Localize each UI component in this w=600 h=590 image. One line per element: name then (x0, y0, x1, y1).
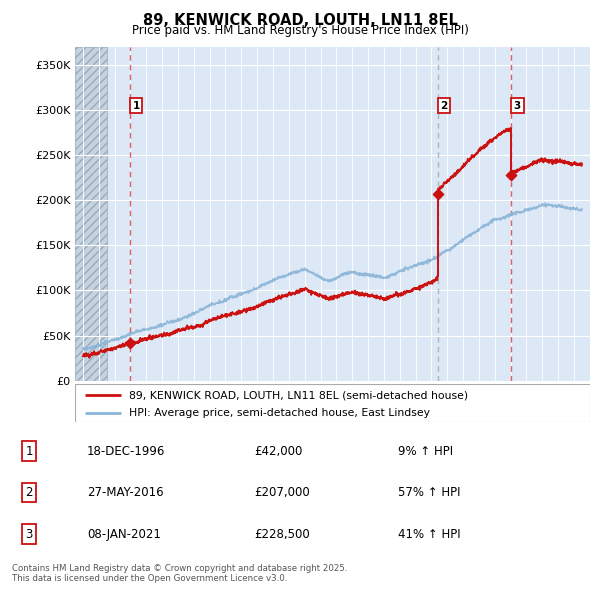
Text: HPI: Average price, semi-detached house, East Lindsey: HPI: Average price, semi-detached house,… (129, 408, 430, 418)
Text: 3: 3 (26, 527, 33, 540)
Text: 27-MAY-2016: 27-MAY-2016 (87, 486, 164, 499)
Text: £207,000: £207,000 (254, 486, 310, 499)
Text: 2: 2 (26, 486, 33, 499)
Text: £42,000: £42,000 (254, 445, 302, 458)
Point (125, 338, 134, 348)
Text: Contains HM Land Registry data © Crown copyright and database right 2025.
This d: Contains HM Land Registry data © Crown c… (12, 563, 347, 583)
Text: £228,500: £228,500 (254, 527, 310, 540)
Bar (75, 47, 107, 381)
Text: 2: 2 (440, 101, 448, 111)
Text: 1: 1 (26, 445, 33, 458)
Text: 89, KENWICK ROAD, LOUTH, LN11 8EL (semi-detached house): 89, KENWICK ROAD, LOUTH, LN11 8EL (semi-… (129, 390, 468, 400)
Text: 41% ↑ HPI: 41% ↑ HPI (398, 527, 461, 540)
Text: 9% ↑ HPI: 9% ↑ HPI (398, 445, 453, 458)
Text: 89, KENWICK ROAD, LOUTH, LN11 8EL: 89, KENWICK ROAD, LOUTH, LN11 8EL (143, 13, 457, 28)
Point (433, 189, 443, 199)
Text: 57% ↑ HPI: 57% ↑ HPI (398, 486, 460, 499)
Text: 3: 3 (514, 101, 521, 111)
Text: 1: 1 (133, 101, 140, 111)
Point (506, 170, 516, 179)
Text: 08-JAN-2021: 08-JAN-2021 (87, 527, 161, 540)
Text: Price paid vs. HM Land Registry's House Price Index (HPI): Price paid vs. HM Land Registry's House … (131, 24, 469, 37)
Text: 18-DEC-1996: 18-DEC-1996 (87, 445, 165, 458)
